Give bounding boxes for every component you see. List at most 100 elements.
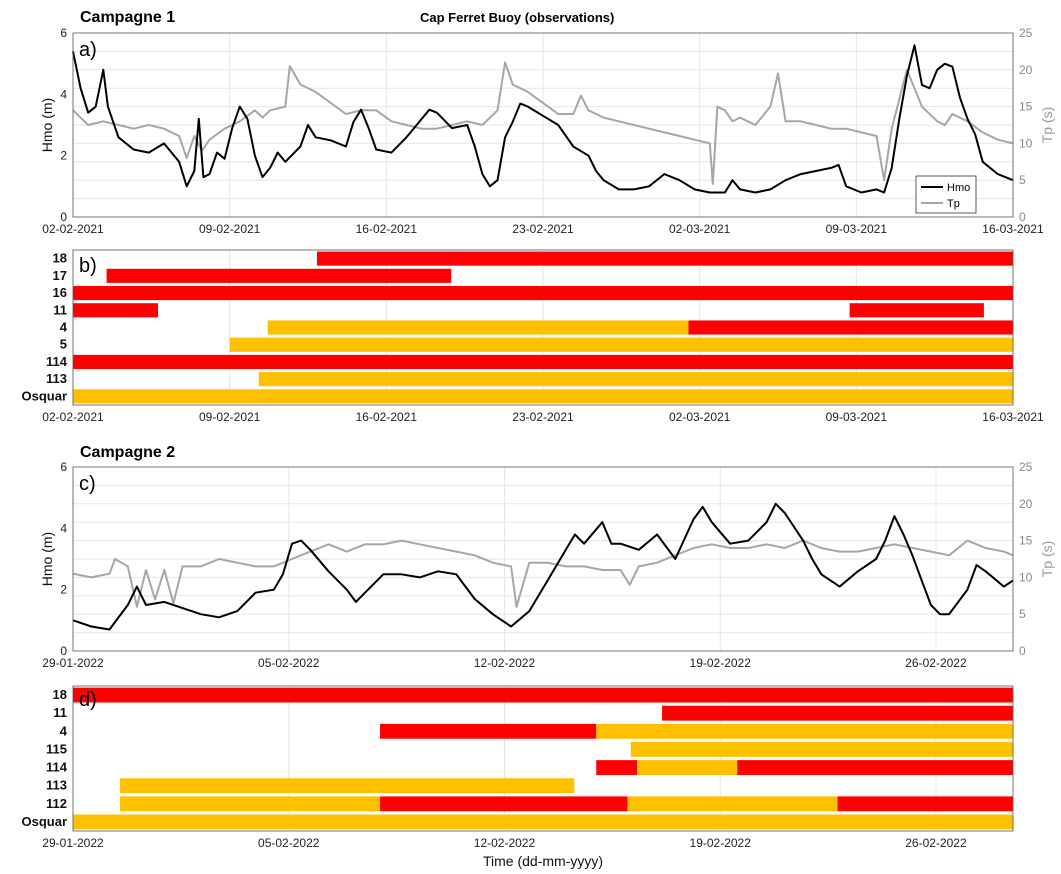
x-tick-label: 12-02-2022	[474, 656, 536, 670]
status-bar	[267, 320, 689, 335]
y-tick-label: 2	[60, 149, 67, 163]
chart-title: Cap Ferret Buoy (observations)	[420, 10, 614, 25]
x-tick-label: 05-02-2022	[258, 656, 320, 670]
status-bar	[630, 742, 1013, 757]
panel-a-y2-ticks: 0 5 10 15 20 25	[1019, 26, 1033, 224]
legend-label-hmo: Hmo	[947, 182, 970, 194]
y2-tick-label: 15	[1019, 534, 1033, 548]
panel-a-x-ticks: 02-02-2021 09-02-2021 16-02-2021 23-02-2021…	[42, 222, 1044, 236]
status-bar	[380, 723, 597, 739]
y2-tick-label: 0	[1019, 210, 1026, 224]
panel-c-grid	[72, 467, 1013, 651]
x-tick-label: 19-02-2022	[690, 656, 752, 670]
row-label: 113	[46, 371, 67, 386]
y2-tick-label: 20	[1019, 497, 1033, 511]
status-bar	[596, 723, 1013, 739]
series-line-hmo	[72, 44, 1014, 194]
row-label: 18	[53, 251, 67, 266]
x-tick-label: 16-02-2021	[356, 410, 418, 424]
x-tick-label: 29-01-2022	[42, 656, 104, 670]
x-tick-label: 19-02-2022	[690, 836, 752, 850]
panel-c-x-ticks: 29-01-2022 05-02-2022 12-02-2022 19-02-2022…	[42, 656, 967, 670]
row-label: Osquar	[21, 814, 67, 829]
x-tick-label: 02-03-2021	[669, 410, 731, 424]
row-label: 4	[60, 723, 68, 738]
x-tick-label: 02-02-2021	[42, 410, 104, 424]
panel-a-frame	[72, 32, 1014, 218]
x-tick-label: 26-02-2022	[905, 836, 967, 850]
row-label: Osquar	[21, 388, 67, 403]
panel-a-y2label: Tp (s)	[1039, 107, 1055, 144]
x-tick-label: 16-03-2021	[982, 222, 1044, 236]
x-tick-label: 09-03-2021	[826, 410, 888, 424]
y-tick-label: 0	[60, 644, 67, 658]
panel-d-frame	[72, 685, 1014, 832]
row-label: 11	[53, 705, 67, 720]
x-tick-label: 16-02-2021	[356, 222, 418, 236]
campaign-1-label: Campagne 1	[80, 9, 175, 26]
y2-tick-label: 15	[1019, 100, 1033, 114]
status-bar	[637, 760, 738, 775]
status-bar	[627, 796, 838, 812]
y2-tick-label: 5	[1019, 607, 1026, 621]
y-tick-label: 6	[60, 460, 67, 474]
series-line-tp	[72, 61, 1014, 185]
status-bar	[849, 303, 984, 318]
panel-c-ylabel: Hmo (m)	[39, 532, 55, 586]
status-bar	[662, 705, 1013, 721]
status-bar	[73, 354, 1013, 370]
status-bar	[258, 372, 1013, 387]
status-bar	[380, 796, 628, 812]
x-tick-label: 02-03-2021	[669, 222, 731, 236]
y-tick-label: 2	[60, 583, 67, 597]
panel-a-y-ticks: 0 2 4 6	[60, 26, 67, 224]
row-label: 114	[46, 354, 68, 369]
panel-d-label: d)	[79, 689, 97, 711]
panel-c-label: c)	[79, 473, 96, 495]
y2-tick-label: 5	[1019, 173, 1026, 187]
status-bar	[73, 814, 1013, 830]
panel-c-y2label: Tp (s)	[1039, 541, 1055, 578]
y-tick-label: 4	[60, 521, 67, 535]
y2-tick-label: 20	[1019, 63, 1033, 77]
row-label: 11	[53, 302, 67, 317]
panel-d-xlabel: Time (dd-mm-yyyy)	[483, 853, 603, 869]
x-tick-label: 09-03-2021	[826, 222, 888, 236]
panel-b-label: b)	[79, 255, 97, 277]
row-label: 16	[53, 285, 67, 300]
row-label: 18	[53, 687, 67, 702]
x-tick-label: 23-02-2021	[512, 222, 574, 236]
status-bar	[229, 337, 1013, 352]
panel-c-series	[72, 502, 1014, 631]
series-line-hmo	[72, 502, 1014, 631]
x-tick-label: 12-02-2022	[474, 836, 536, 850]
legend-label-tp: Tp	[947, 198, 960, 210]
status-bar	[596, 760, 637, 775]
x-tick-label: 09-02-2021	[199, 222, 261, 236]
panel-a-label: a)	[79, 39, 97, 61]
panel-c-frame	[72, 466, 1014, 652]
panel-a: 02-02-2021 09-02-2021 16-02-2021 23-02-2021…	[39, 26, 1055, 236]
x-tick-label: 16-03-2021	[982, 410, 1044, 424]
row-label: 113	[46, 778, 67, 793]
x-tick-label: 09-02-2021	[199, 410, 261, 424]
status-bar	[737, 760, 1013, 775]
panel-d-x-ticks: 29-01-2022 05-02-2022 12-02-2022 19-02-2022…	[42, 836, 967, 850]
x-tick-label: 05-02-2022	[258, 836, 320, 850]
y2-tick-label: 0	[1019, 644, 1026, 658]
status-bar	[73, 389, 1013, 404]
status-bar	[106, 268, 452, 283]
status-bar	[837, 796, 1013, 812]
x-tick-label: 02-02-2021	[42, 222, 104, 236]
y-tick-label: 6	[60, 26, 67, 40]
y2-tick-label: 25	[1019, 26, 1033, 40]
status-bar	[73, 285, 1013, 301]
status-bar	[316, 251, 1013, 266]
row-label: 115	[46, 741, 67, 756]
status-bar	[688, 320, 1013, 335]
